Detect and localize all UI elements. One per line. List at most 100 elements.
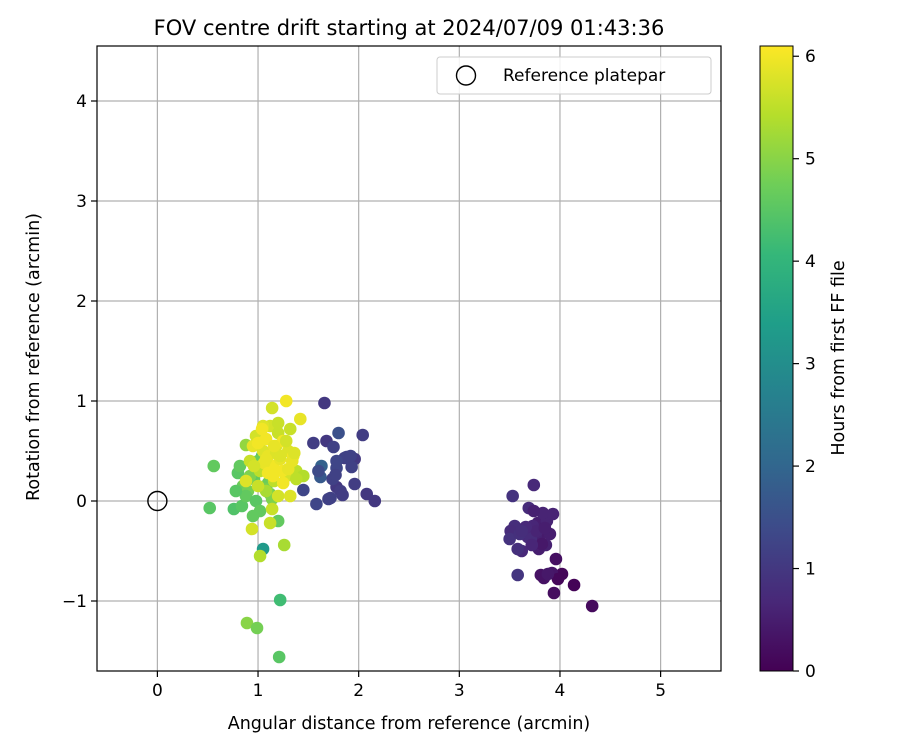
data-point [247,459,261,473]
data-point [538,521,552,535]
data-point [547,586,561,600]
y-tick-label: 4 [76,92,87,112]
data-point [525,538,539,552]
data-point [567,578,581,592]
data-point [255,422,269,436]
data-point [235,499,249,513]
data-point [265,401,279,415]
x-tick-label: 5 [655,681,666,701]
legend: Reference platepar [436,56,712,95]
data-point [511,568,524,582]
data-point [266,469,280,483]
colorbar-label: Hours from first FF file [829,260,849,455]
legend-entry-reference: Reference platepar [503,66,665,86]
x-tick-label: 3 [454,681,465,701]
data-point [503,532,516,546]
x-tick-label: 2 [353,681,364,701]
data-point [329,468,342,482]
data-point [297,483,310,497]
x-tick-label: 4 [555,681,566,701]
data-point [249,494,263,508]
x-axis-ticks: 0 1 2 3 4 5 [152,671,666,701]
data-point [207,459,221,473]
data-point [259,452,273,466]
data-point [356,428,370,442]
colorbar-tick-label: 3 [805,355,816,375]
data-point [585,599,599,613]
colorbar-gradient [759,45,794,672]
x-tick-label: 0 [152,681,163,701]
data-point [251,479,265,493]
data-point [272,650,286,664]
data-point [318,396,331,410]
data-point [203,501,217,515]
data-point [245,522,259,536]
colorbar-tick-label: 4 [805,252,816,272]
data-point [273,593,287,607]
colorbar-tick-label: 0 [805,662,816,682]
data-point [233,459,247,473]
data-point [281,462,295,476]
data-point [506,489,519,503]
data-point [336,488,349,502]
reference-platepar-marker [147,490,168,512]
data-point [527,478,541,492]
data-point [368,494,382,508]
x-tick-label: 1 [253,681,264,701]
data-point [271,416,285,430]
y-tick-label: 1 [76,392,87,412]
data-point [287,446,301,460]
x-axis-label: Angular distance from reference (arcmin) [228,714,591,734]
data-point [239,489,253,503]
data-point [332,426,345,440]
data-point [330,454,343,468]
data-point [267,439,281,453]
data-point [515,524,529,538]
data-point [541,567,555,581]
data-point [546,507,560,521]
colorbar-tick-label: 2 [805,457,816,477]
data-point [307,436,320,450]
colorbar-tick-label: 5 [805,150,816,170]
data-point [263,516,277,530]
data-point [289,472,303,486]
data-point [276,476,290,490]
data-point [348,477,361,491]
data-point [549,552,563,566]
data-point [240,616,254,630]
y-tick-label: −1 [62,592,87,612]
legend-box [436,56,712,95]
y-tick-label: 3 [76,192,87,212]
colorbar: 0 1 2 3 4 5 6 Hours from first FF file [759,45,849,682]
data-point [283,489,297,503]
data-point [294,412,307,426]
colorbar-tick-label: 1 [805,560,816,580]
data-point [535,537,549,551]
y-axis-label: Rotation from reference (arcmin) [24,213,44,501]
data-point [250,621,264,635]
chart-title: FOV centre drift starting at 2024/07/09 … [154,16,665,40]
data-point [277,538,291,552]
data-points [203,394,599,664]
data-point [527,504,541,518]
y-tick-label: 2 [76,292,87,312]
data-point [279,434,293,448]
y-tick-label: 0 [76,492,87,512]
data-point [265,502,279,516]
reference-marker-layer [147,490,168,512]
data-point [239,474,253,488]
legend-circle-icon [455,65,477,86]
y-axis-ticks: −1 0 1 2 3 4 [62,92,97,612]
data-point [229,484,243,498]
plot-frame [96,45,722,672]
grid-lines [97,46,721,671]
data-point [271,489,285,503]
data-point [551,572,565,586]
data-point [345,460,358,474]
data-point [251,436,265,450]
data-point [253,549,267,563]
data-point [273,449,287,463]
data-point [344,449,357,463]
colorbar-tick-label: 6 [805,47,816,67]
